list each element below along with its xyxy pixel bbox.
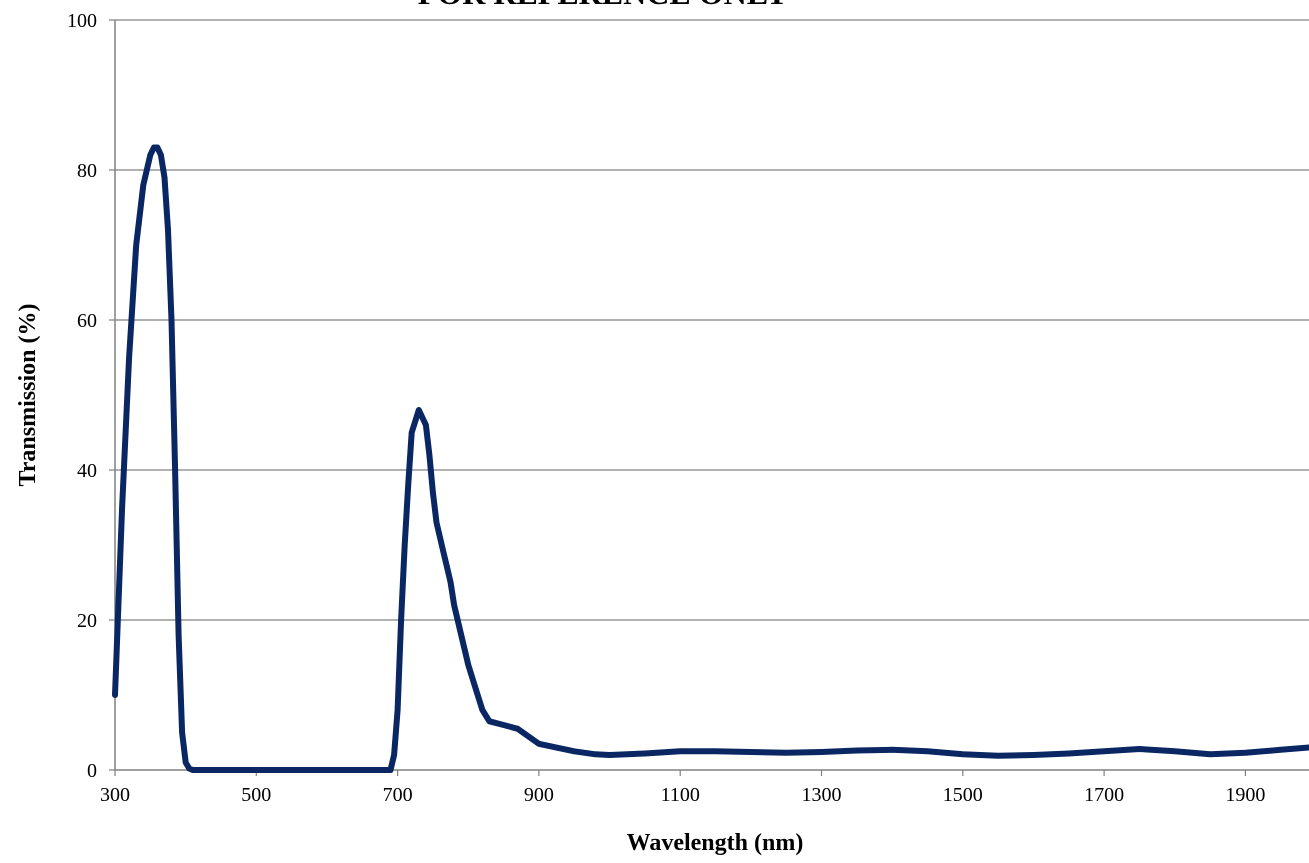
y-tick-label: 0: [87, 760, 97, 782]
y-tick-label: 60: [77, 310, 97, 332]
x-tick-label: 900: [524, 784, 554, 806]
y-tick-label: 40: [77, 460, 97, 482]
x-tick-label: 700: [383, 784, 413, 806]
y-tick-label: 20: [77, 610, 97, 632]
x-tick-label: 300: [100, 784, 130, 806]
x-tick-label: 1900: [1225, 784, 1265, 806]
chart-title: FOR REFERENCE ONLY: [418, 0, 788, 11]
series-group: [112, 144, 1309, 773]
y-axis-title: Transmission (%): [15, 304, 41, 487]
x-tick-label: 1500: [943, 784, 983, 806]
x-tick-label: 1100: [661, 784, 700, 806]
y-tick-labels: 0 20 40 60 80 100: [67, 10, 115, 782]
grid: [115, 19, 1309, 621]
x-tick-label: 1700: [1084, 784, 1124, 806]
x-tick-label: 1300: [802, 784, 842, 806]
x-tick-labels: 300 500 700 900 1100 1300 1500 1700 1900: [100, 770, 1265, 806]
y-tick-label: 80: [77, 160, 97, 182]
y-tick-label: 100: [67, 10, 97, 32]
x-tick-label: 500: [241, 784, 271, 806]
x-axis-title: Wavelength (nm): [627, 830, 804, 856]
series-line-0: [112, 144, 1309, 773]
